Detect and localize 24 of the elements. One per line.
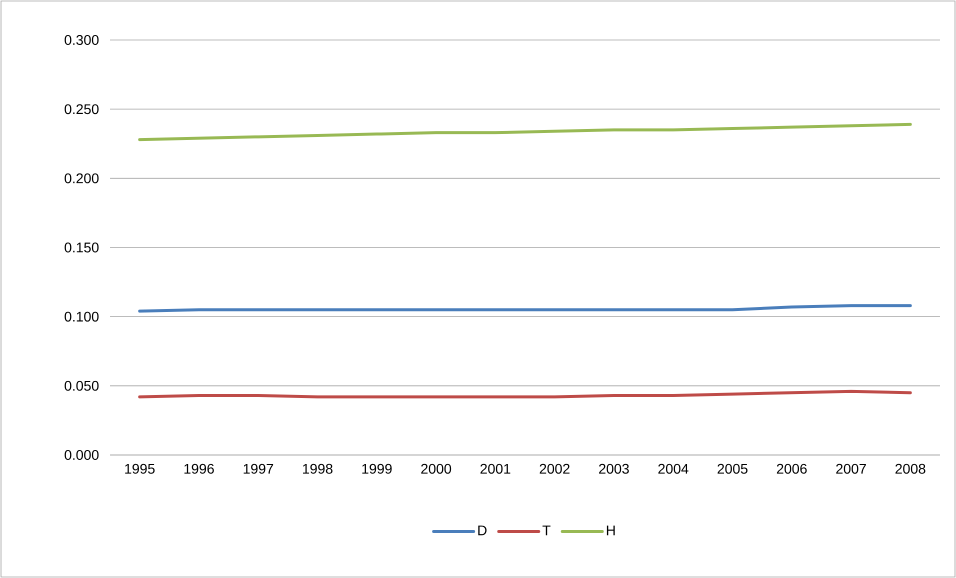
x-tick-label: 2006 bbox=[776, 464, 807, 474]
x-tick-label: 2000 bbox=[421, 464, 452, 474]
y-tick-label: 0.200 bbox=[64, 173, 99, 184]
x-tick-label: 1999 bbox=[362, 464, 392, 474]
y-tick-label: 0.100 bbox=[64, 312, 99, 322]
legend-label: T bbox=[542, 526, 550, 536]
y-tick-label: 0.150 bbox=[64, 242, 99, 252]
x-tick-label: 2001 bbox=[480, 464, 510, 474]
legend-label: H bbox=[606, 526, 615, 536]
x-tick-label: 2002 bbox=[540, 464, 570, 474]
y-tick-label: 0.250 bbox=[64, 104, 99, 114]
x-tick-label: 1998 bbox=[303, 464, 332, 474]
x-tick-label: 1997 bbox=[244, 464, 274, 474]
legend-label: D bbox=[478, 526, 487, 536]
y-tick-label: 0.050 bbox=[64, 380, 99, 391]
x-tick-label: 1996 bbox=[184, 464, 214, 474]
x-tick-label: 2005 bbox=[718, 464, 748, 474]
y-tick-label: 0.300 bbox=[64, 35, 99, 45]
x-tick-label: 2003 bbox=[599, 464, 629, 474]
x-tick-label: 2004 bbox=[658, 464, 688, 474]
y-tick-label: 0.000 bbox=[64, 450, 99, 460]
x-tick-label: 2008 bbox=[895, 464, 926, 474]
x-tick-label: 1995 bbox=[125, 464, 155, 474]
x-tick-label: 2007 bbox=[836, 464, 866, 474]
